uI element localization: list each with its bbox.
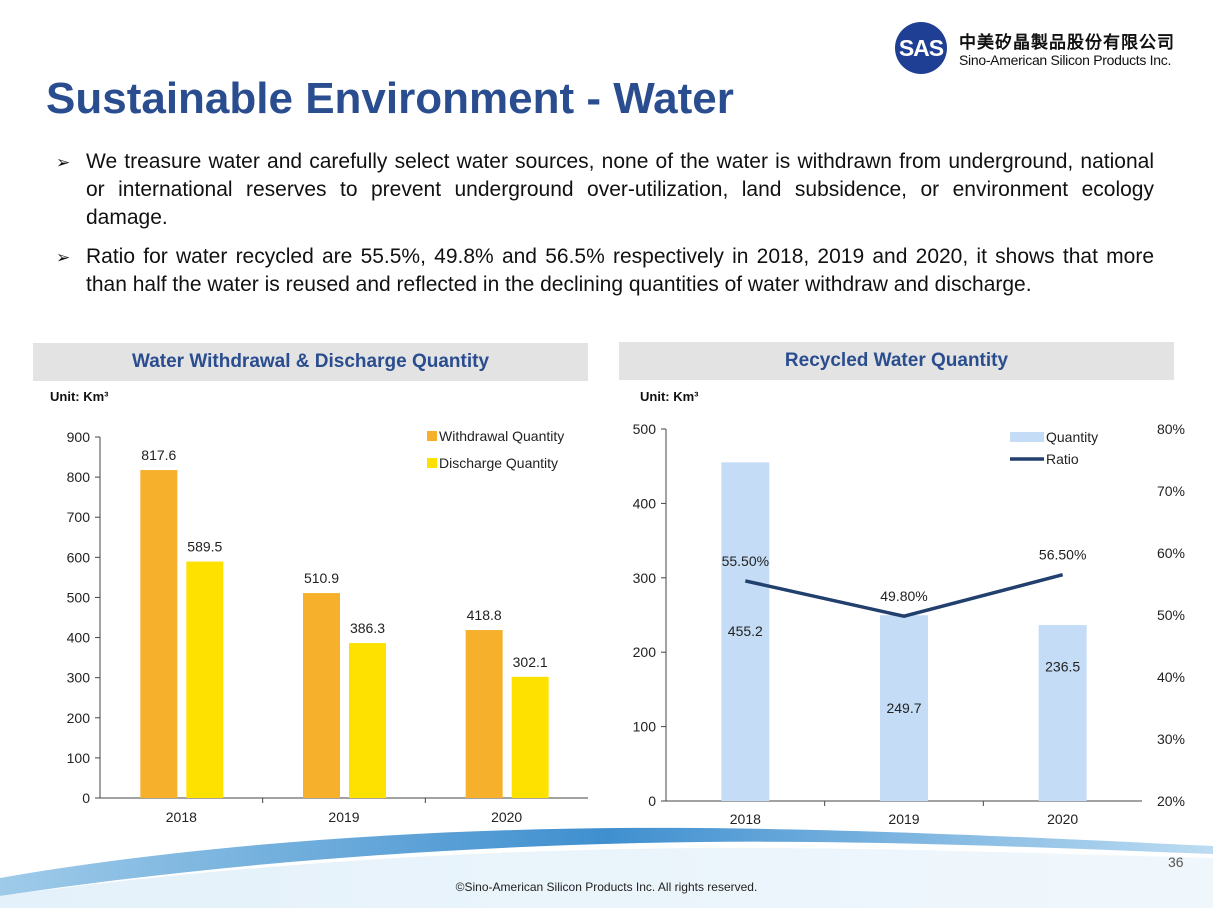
x-tick-label: 2020: [1047, 811, 1078, 827]
bar: [349, 643, 386, 798]
bar: [1038, 625, 1087, 801]
bar: [465, 630, 503, 798]
ratio-line: [744, 573, 1064, 619]
y-tick-label: 200: [633, 644, 657, 660]
data-label: 302.1: [513, 654, 548, 670]
data-label: 589.5: [187, 539, 222, 555]
y-tick-label: 500: [67, 589, 91, 605]
legend-label: Quantity: [1046, 429, 1098, 445]
bar: [186, 561, 224, 798]
slide-title: Sustainable Environment - Water: [46, 74, 734, 123]
data-label: 236.5: [1045, 659, 1080, 675]
y-tick-label: 800: [67, 469, 91, 485]
data-label: 817.6: [141, 447, 176, 463]
y-tick-label: 500: [633, 421, 657, 437]
y2-tick-label: 50%: [1157, 607, 1185, 623]
legend-label: Withdrawal Quantity: [439, 428, 564, 444]
sas-logo-mark: SAS: [895, 22, 947, 74]
withdrawal-chart-header: Water Withdrawal & Discharge Quantity: [33, 343, 588, 381]
bullet-list: ➢ We treasure water and carefully select…: [56, 148, 1154, 310]
y-tick-label: 100: [67, 750, 91, 766]
ratio-label: 56.50%: [1039, 547, 1086, 563]
legend-label: Ratio: [1046, 451, 1079, 467]
bullet-item: ➢ We treasure water and carefully select…: [56, 148, 1154, 232]
legend-swatch: [1010, 432, 1044, 442]
data-label: 510.9: [304, 570, 339, 586]
arrow-bullet-icon: ➢: [56, 248, 71, 267]
y-tick-label: 400: [67, 630, 91, 646]
legend-swatch: [427, 458, 437, 468]
bullet-item: ➢ Ratio for water recycled are 55.5%, 49…: [56, 243, 1154, 299]
y2-tick-label: 30%: [1157, 731, 1185, 747]
withdrawal-chart-unit: Unit: Km³: [50, 389, 109, 404]
page-number: 36: [1168, 854, 1184, 870]
data-label: 455.2: [728, 623, 763, 639]
x-tick-label: 2019: [328, 809, 359, 825]
y2-tick-label: 70%: [1157, 483, 1185, 499]
bar: [721, 462, 770, 801]
legend-swatch: [427, 431, 437, 441]
ratio-label: 55.50%: [722, 553, 769, 569]
bar: [303, 593, 340, 798]
x-tick-label: 2018: [166, 809, 197, 825]
y-tick-label: 400: [633, 495, 657, 511]
bullet-text: We treasure water and carefully select w…: [86, 150, 1154, 229]
data-label: 386.3: [350, 620, 385, 636]
y-tick-label: 300: [633, 570, 657, 586]
y-tick-label: 600: [67, 549, 91, 565]
y2-tick-label: 80%: [1157, 421, 1185, 437]
arrow-bullet-icon: ➢: [56, 153, 71, 172]
y2-tick-label: 20%: [1157, 793, 1185, 809]
copyright-text: ©Sino-American Silicon Products Inc. All…: [455, 880, 758, 894]
bar: [140, 470, 178, 798]
y-tick-label: 300: [67, 670, 91, 686]
y-tick-label: 0: [82, 790, 90, 806]
legend-label: Discharge Quantity: [439, 455, 558, 471]
x-tick-label: 2019: [888, 811, 919, 827]
company-name-chinese: 中美矽晶製品股份有限公司: [959, 33, 1175, 53]
company-logo: SAS 中美矽晶製品股份有限公司 Sino-American Silicon P…: [895, 22, 1195, 78]
data-label: 418.8: [467, 607, 502, 623]
data-label: 249.7: [886, 700, 921, 716]
recycled-chart-header: Recycled Water Quantity: [619, 342, 1174, 380]
y2-tick-label: 40%: [1157, 669, 1185, 685]
y-tick-label: 0: [648, 793, 656, 809]
y-tick-label: 100: [633, 719, 657, 735]
bar: [511, 676, 549, 798]
bullet-text: Ratio for water recycled are 55.5%, 49.8…: [86, 245, 1154, 296]
y-tick-label: 900: [67, 429, 91, 445]
x-tick-label: 2020: [491, 809, 522, 825]
footer-wave-decoration: [0, 827, 1213, 908]
ratio-label: 49.80%: [880, 588, 927, 604]
recycled-chart-unit: Unit: Km³: [640, 389, 699, 404]
x-tick-label: 2018: [730, 811, 761, 827]
y-tick-label: 200: [67, 710, 91, 726]
y-tick-label: 700: [67, 509, 91, 525]
company-name-english: Sino-American Silicon Products Inc.: [959, 52, 1172, 68]
bar: [880, 615, 928, 801]
y2-tick-label: 60%: [1157, 545, 1185, 561]
